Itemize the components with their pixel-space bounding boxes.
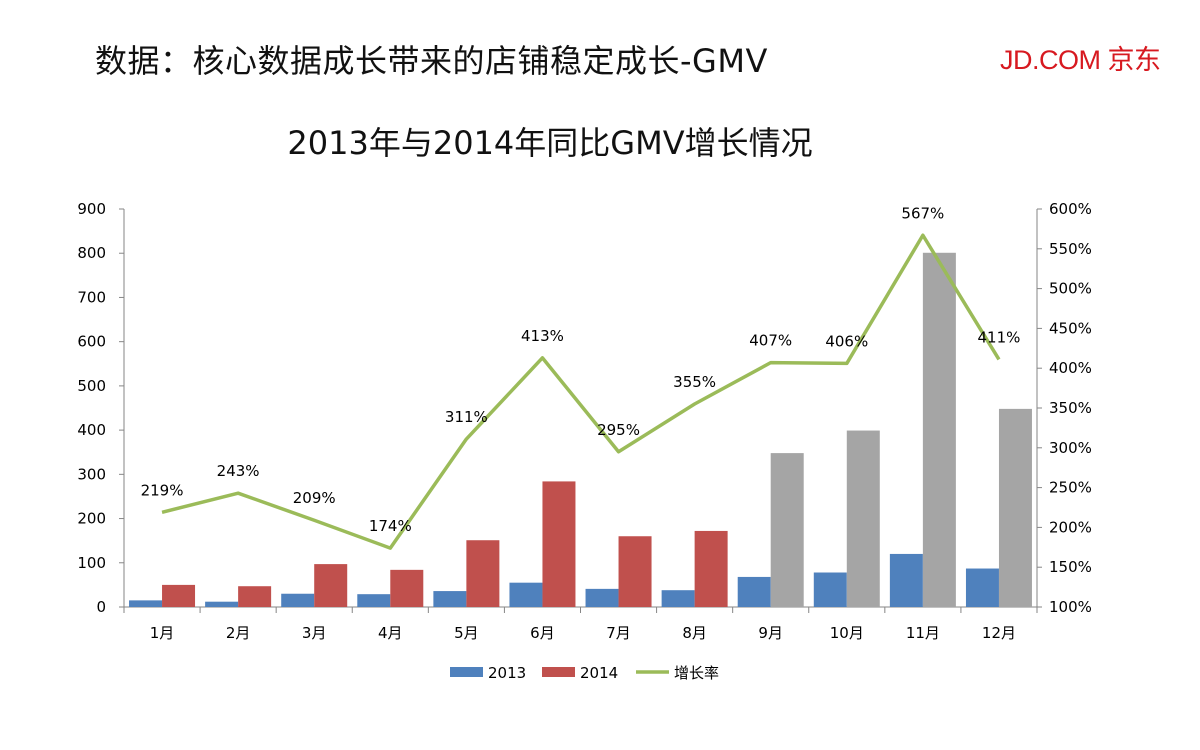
bar-2013 [965, 568, 999, 607]
jd-logo: JD.COM 京东 [1000, 45, 1161, 75]
bar-2014 [238, 586, 272, 607]
left-axis-tick: 500 [77, 377, 106, 395]
bar-2013 [737, 576, 771, 607]
growth-data-label: 311% [445, 408, 488, 426]
growth-data-label: 355% [673, 373, 716, 391]
right-axis-tick: 600% [1049, 200, 1092, 218]
bar-2013 [585, 588, 619, 607]
category-label: 6月 [530, 624, 555, 642]
left-axis-tick: 400 [77, 421, 106, 439]
bar-2013 [813, 572, 847, 607]
category-label: 8月 [682, 624, 707, 642]
legend-swatch-2013 [450, 667, 483, 677]
bar-2013 [357, 594, 391, 607]
right-axis-tick: 500% [1049, 280, 1092, 298]
left-axis-tick: 300 [77, 465, 106, 483]
bar-2014 [618, 536, 652, 607]
left-axis-tick: 900 [77, 200, 106, 218]
legend-label-2014: 2014 [580, 664, 618, 682]
left-axis-tick: 600 [77, 333, 106, 351]
growth-rate-line [161, 233, 1001, 550]
bar-2014 [770, 453, 804, 607]
right-axis-tick: 400% [1049, 359, 1092, 377]
bar-2014 [162, 584, 196, 607]
growth-data-label: 243% [217, 462, 260, 480]
right-axis-tick: 200% [1049, 518, 1092, 536]
growth-data-label: 209% [293, 489, 336, 507]
left-axis-tick: 100 [77, 554, 106, 572]
bar-2013 [509, 582, 543, 607]
bar-2013 [281, 593, 315, 607]
bar-2013 [433, 591, 467, 607]
category-label: 7月 [606, 624, 631, 642]
bar-2014 [846, 430, 880, 607]
growth-data-label: 174% [369, 517, 412, 535]
bar-2013 [661, 590, 695, 607]
bar-2013 [129, 600, 163, 607]
bar-2014 [998, 408, 1032, 607]
category-label: 10月 [830, 624, 864, 642]
right-axis-tick: 250% [1049, 479, 1092, 497]
category-label: 5月 [454, 624, 479, 642]
legend-label-growth: 增长率 [674, 664, 719, 682]
left-axis-tick: 200 [77, 510, 106, 528]
slide-title: 数据：核心数据成长带来的店铺稳定成长-GMV [95, 42, 768, 80]
right-axis-tick: 150% [1049, 558, 1092, 576]
bar-2014 [694, 530, 728, 607]
category-label: 9月 [758, 624, 783, 642]
category-label: 12月 [982, 624, 1016, 642]
chart-title: 2013年与2014年同比GMV增长情况 [287, 124, 813, 162]
legend-swatch-2014 [542, 667, 575, 677]
bar-2014 [922, 252, 956, 607]
right-axis-tick: 300% [1049, 439, 1092, 457]
growth-data-label: 413% [521, 327, 564, 345]
bar-2014 [390, 569, 424, 607]
legend-label-2013: 2013 [488, 664, 526, 682]
bar-2014 [314, 564, 348, 607]
left-axis-tick: 800 [77, 244, 106, 262]
right-axis-tick: 550% [1049, 240, 1092, 258]
left-axis-tick: 700 [77, 288, 106, 306]
right-axis-tick: 450% [1049, 319, 1092, 337]
bar-2013 [889, 553, 923, 607]
growth-data-label: 567% [901, 204, 944, 222]
category-label: 3月 [302, 624, 327, 642]
bar-2014 [466, 540, 500, 607]
bar-2014 [542, 481, 576, 607]
growth-data-label: 407% [749, 332, 792, 350]
left-axis-tick: 0 [96, 598, 106, 616]
right-axis-tick: 100% [1049, 598, 1092, 616]
right-axis-tick: 350% [1049, 399, 1092, 417]
bar-2013 [205, 601, 239, 607]
growth-data-label: 406% [825, 332, 868, 350]
category-label: 2月 [226, 624, 251, 642]
growth-data-label: 219% [141, 481, 184, 499]
category-label: 11月 [906, 624, 940, 642]
category-label: 1月 [150, 624, 175, 642]
growth-data-label: 295% [597, 421, 640, 439]
growth-data-label: 411% [978, 328, 1021, 346]
category-label: 4月 [378, 624, 403, 642]
